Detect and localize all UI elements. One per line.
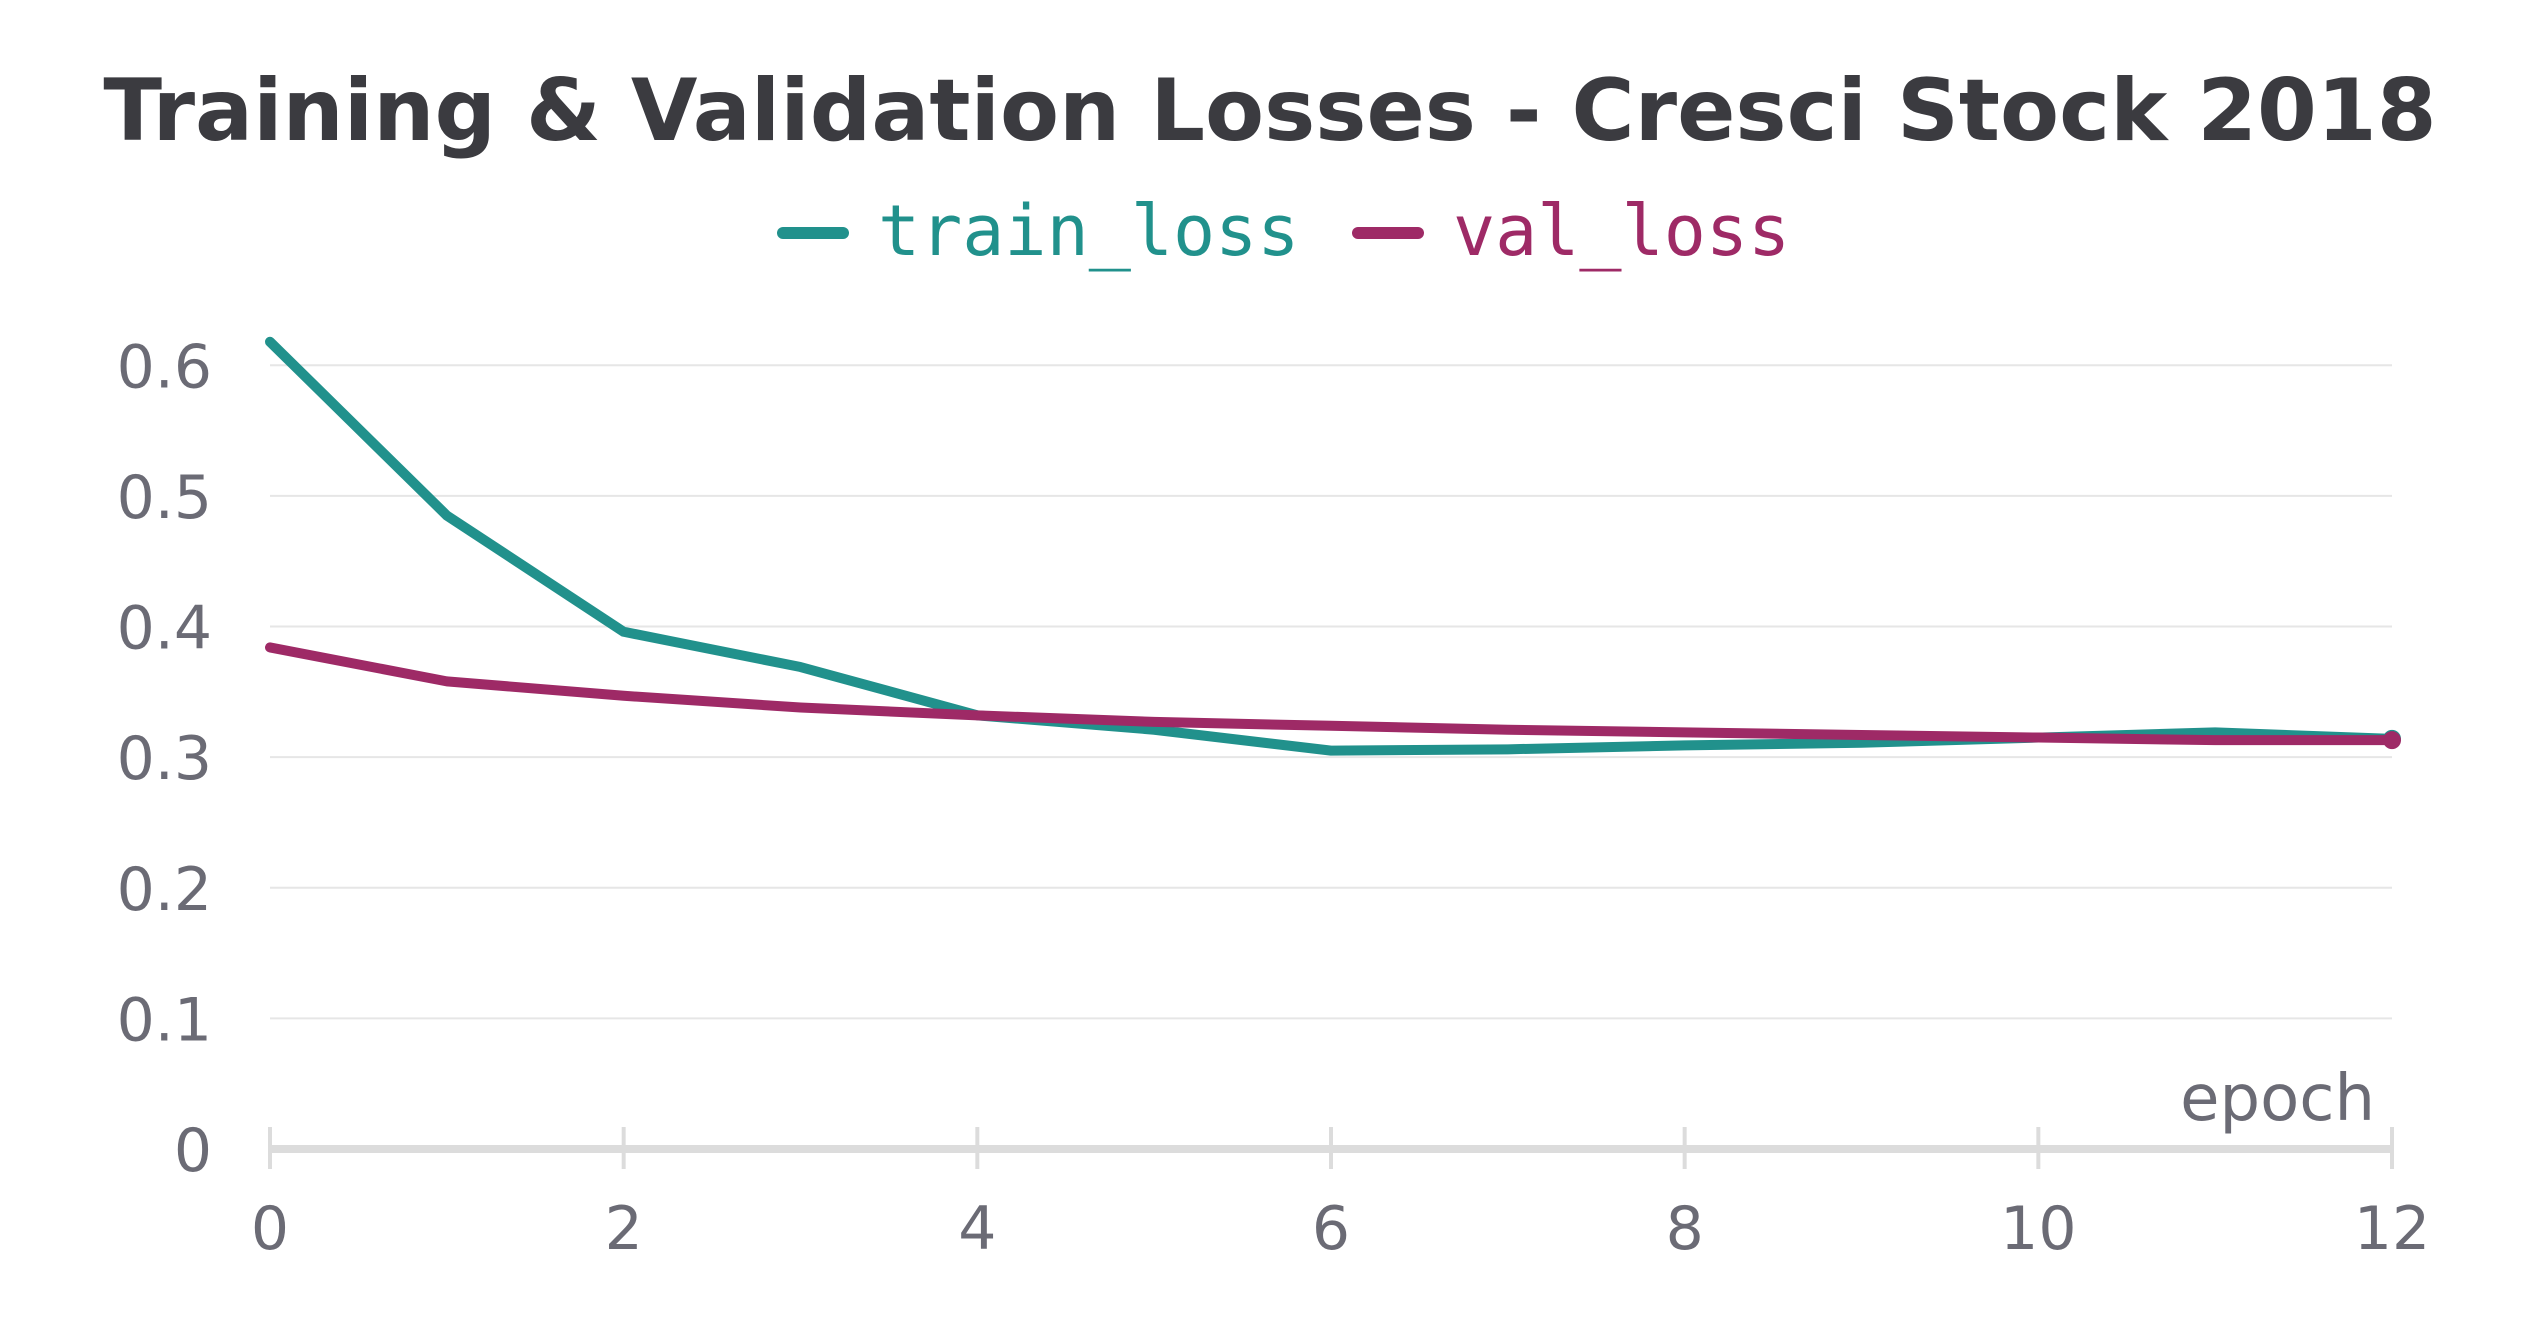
y-tick-label: 0.3 bbox=[117, 724, 212, 794]
axes: 0 0.1 0.2 0.3 0.4 0.5 0.6 0 2 4 6 8 10 12 bbox=[117, 332, 2431, 1264]
x-tick-label: 12 bbox=[2354, 1194, 2430, 1264]
x-axis-label: epoch bbox=[2180, 1062, 2375, 1136]
y-tick-label: 0.2 bbox=[117, 855, 212, 925]
x-tick-label: 2 bbox=[605, 1194, 643, 1264]
y-tick-label: 0.6 bbox=[117, 332, 212, 402]
x-tick-label: 0 bbox=[251, 1194, 289, 1264]
legend: train_loss val_loss bbox=[777, 190, 1790, 272]
data-point-val_loss bbox=[2383, 731, 2401, 750]
x-tick-label: 10 bbox=[2000, 1194, 2076, 1264]
series-layer bbox=[265, 336, 2401, 756]
y-tick-label: 0.5 bbox=[117, 463, 212, 533]
legend-label-train_loss: train_loss bbox=[878, 190, 1299, 272]
y-tick-label: 0.4 bbox=[117, 594, 212, 664]
x-tick-label: 8 bbox=[1666, 1194, 1704, 1264]
chart-title: Training & Validation Losses - Cresci St… bbox=[103, 61, 2436, 161]
x-tick-label: 6 bbox=[1312, 1194, 1350, 1264]
series-line-val_loss bbox=[265, 642, 2397, 746]
y-tick-label: 0 bbox=[174, 1116, 212, 1186]
legend-label-val_loss: val_loss bbox=[1453, 190, 1790, 272]
x-tick-label: 4 bbox=[958, 1194, 996, 1264]
y-tick-label: 0.1 bbox=[117, 985, 212, 1055]
